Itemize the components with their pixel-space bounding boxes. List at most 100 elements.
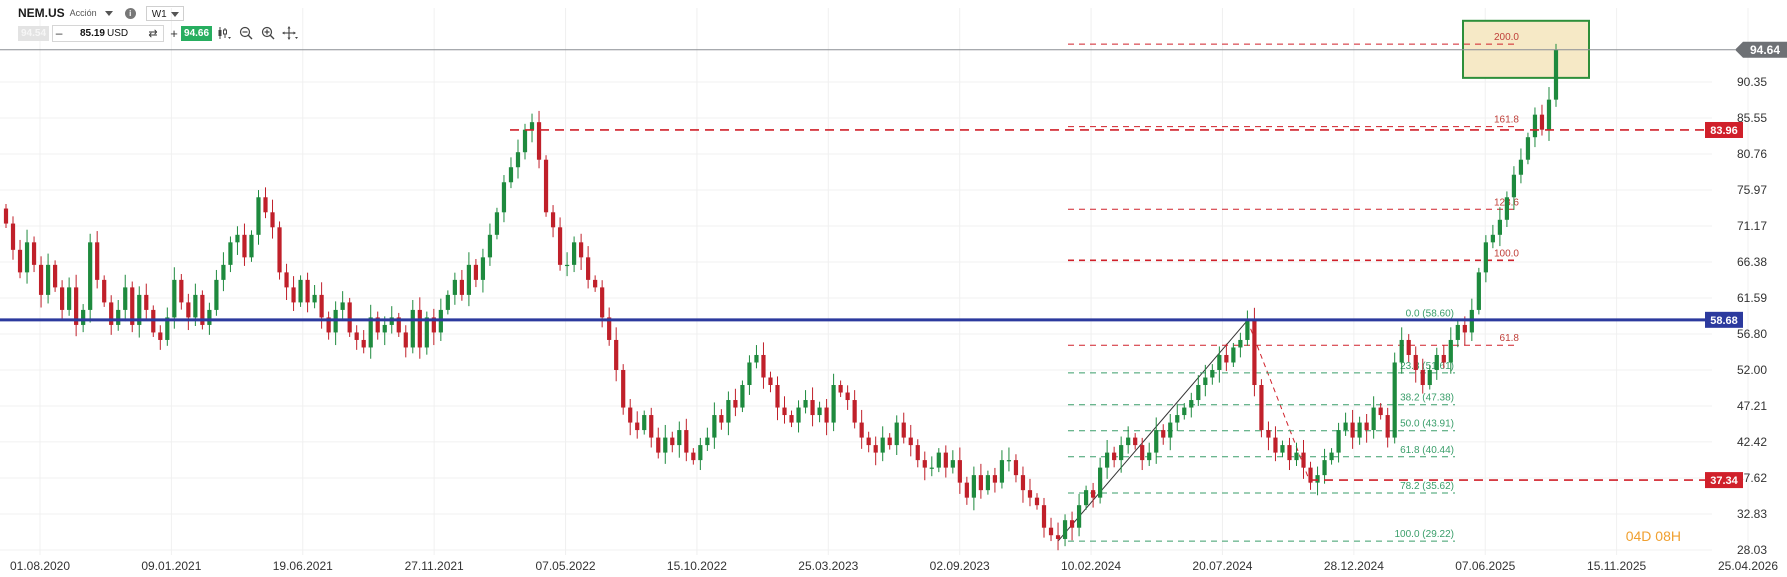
current-price-badge: 94.64 <box>1735 41 1787 58</box>
candle <box>1210 364 1215 385</box>
candle <box>579 233 584 270</box>
candle <box>915 439 920 468</box>
candle <box>1168 414 1173 451</box>
fib-swing-line[interactable] <box>1057 320 1248 542</box>
fib-retracement-label: 50.0 (43.91) <box>1400 419 1454 430</box>
candle <box>45 253 51 304</box>
x-tick-label: 20.07.2024 <box>1192 559 1252 573</box>
quantity-value: 85.19 <box>79 27 105 39</box>
candle <box>1034 493 1040 510</box>
candle <box>277 221 282 280</box>
symbol-name[interactable]: NEM.US <box>18 6 65 20</box>
candle <box>992 467 998 493</box>
candle <box>1294 442 1299 466</box>
candle <box>999 450 1005 489</box>
candle <box>635 411 640 439</box>
swap-units-icon[interactable]: ⇄ <box>148 27 158 40</box>
candle <box>501 175 507 223</box>
svg-text:37.34: 37.34 <box>1710 475 1738 487</box>
candle <box>557 217 563 271</box>
price-badges: 83.96 58.68 37.34 94.64 <box>1705 41 1787 489</box>
candle <box>123 274 128 322</box>
x-tick-label: 25.04.2026 <box>1718 559 1778 573</box>
candle <box>1041 497 1047 538</box>
fib-retracement-label: 38.2 (47.38) <box>1400 393 1454 404</box>
quantity-unit: USD <box>106 27 129 39</box>
candle <box>214 269 219 316</box>
candle <box>1105 439 1110 479</box>
candle <box>656 427 661 459</box>
sell-button[interactable]: 94.54 <box>18 25 50 41</box>
candle <box>473 259 479 288</box>
buy-button[interactable]: 94.66 <box>181 25 213 41</box>
candle <box>340 291 345 319</box>
candle <box>487 223 493 266</box>
y-tick-label: 61.59 <box>1737 291 1767 305</box>
candle <box>789 410 794 428</box>
candle <box>628 398 633 436</box>
candle <box>621 364 626 415</box>
candle <box>677 421 682 458</box>
zoom-in-icon[interactable] <box>258 25 278 41</box>
fib-extension-line[interactable] <box>1246 320 1311 484</box>
increase-button[interactable]: + <box>170 25 178 41</box>
fib-extension-label: 61.8 <box>1500 333 1520 344</box>
candle <box>1154 417 1159 464</box>
y-tick-label: 71.17 <box>1737 219 1767 233</box>
timeframe-select[interactable]: W1 <box>145 5 184 21</box>
candle <box>375 311 380 340</box>
candle <box>466 252 471 307</box>
y-tick-label: 80.76 <box>1737 147 1767 161</box>
candle <box>1175 403 1180 432</box>
candle <box>263 187 268 219</box>
info-icon[interactable]: i <box>124 7 136 19</box>
x-tick-label: 27.11.2021 <box>405 559 464 573</box>
candle <box>684 418 689 462</box>
candle <box>614 327 619 382</box>
horizontal-levels[interactable] <box>0 49 1735 481</box>
candle <box>971 466 976 511</box>
candle <box>1055 522 1061 551</box>
fib-retracement-label: 61.8 (40.44) <box>1400 445 1454 456</box>
crosshair-move-icon[interactable] <box>280 25 300 41</box>
candle <box>494 207 500 240</box>
candle <box>326 311 331 340</box>
candle <box>417 297 422 359</box>
svg-text:94.64: 94.64 <box>1750 43 1780 57</box>
candle <box>1490 224 1495 249</box>
candle <box>964 476 969 505</box>
candle <box>1392 352 1397 444</box>
candle-countdown: 04D 08H <box>1626 528 1681 544</box>
candle <box>950 450 955 474</box>
candle <box>1280 440 1285 458</box>
zoom-out-icon[interactable] <box>236 25 256 41</box>
candle <box>1553 43 1559 107</box>
candle <box>838 380 843 398</box>
candle <box>459 269 464 301</box>
candle <box>1357 416 1362 445</box>
decrease-button[interactable]: – <box>55 25 63 40</box>
symbol-dropdown-icon[interactable] <box>104 10 113 16</box>
quantity-field[interactable]: 85.19 USD <box>65 28 143 39</box>
support-level-badge: 58.68 <box>1705 311 1743 328</box>
candle <box>1196 375 1201 406</box>
candle <box>1371 396 1376 439</box>
candle <box>908 424 913 457</box>
candle <box>796 400 801 433</box>
quantity-stepper[interactable]: – 85.19 USD ⇄ <box>52 24 165 42</box>
candle <box>67 277 72 316</box>
candle <box>445 290 450 315</box>
candle <box>109 295 114 335</box>
fib-extension-label: 200.0 <box>1494 32 1519 43</box>
candle <box>978 463 983 499</box>
candle <box>691 448 696 465</box>
candlestick-type-icon[interactable] <box>214 25 234 41</box>
candle <box>1069 511 1075 541</box>
candle <box>284 263 289 301</box>
candle <box>1182 403 1187 420</box>
candle <box>95 231 100 289</box>
candle <box>403 325 408 358</box>
candle <box>298 275 303 307</box>
candle <box>1441 345 1446 369</box>
